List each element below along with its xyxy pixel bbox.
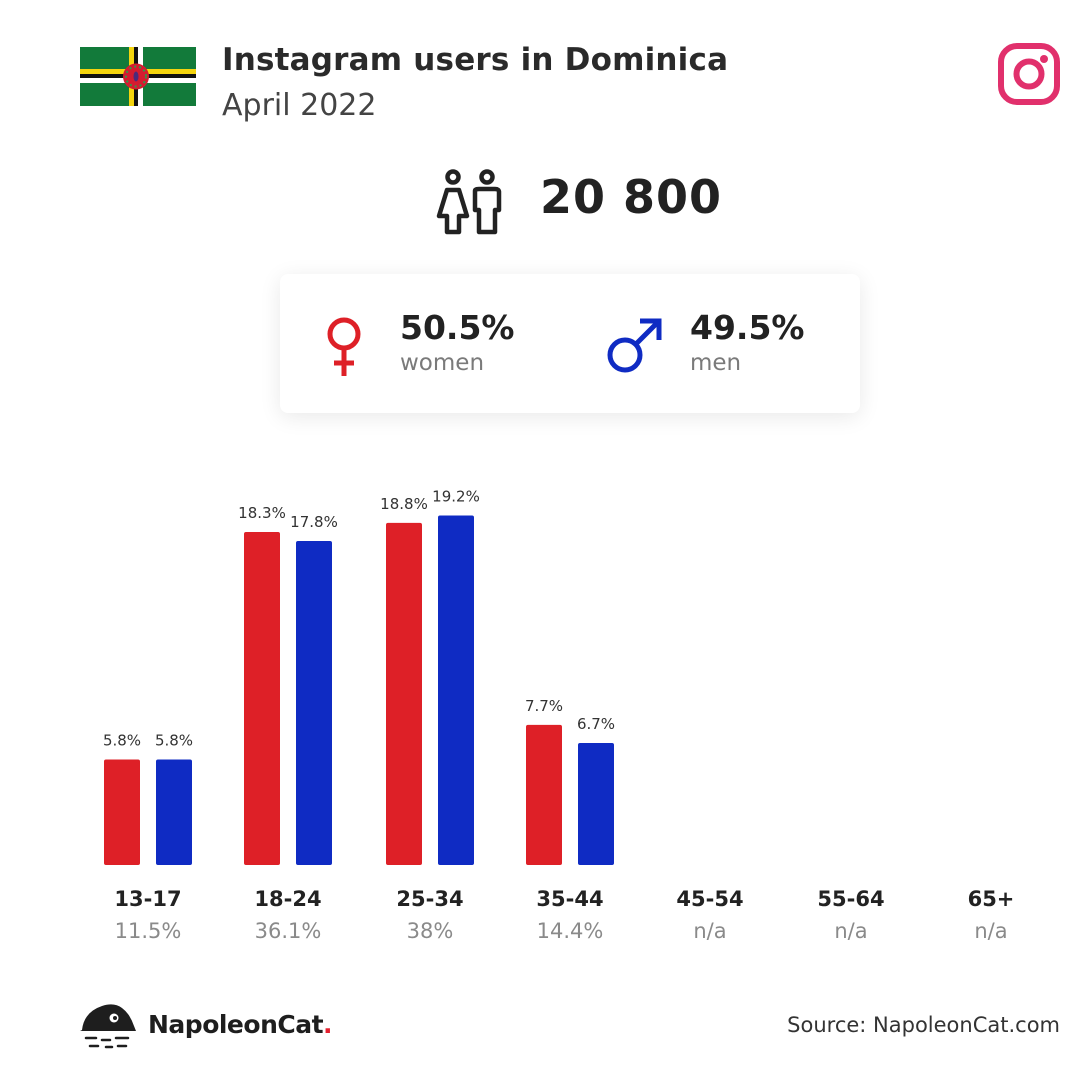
bar-men-25-34 (438, 515, 474, 865)
dominica-flag-icon (80, 47, 196, 106)
women-percent: 50.5% (400, 308, 515, 347)
category-label-65+: 65+ (968, 887, 1015, 911)
category-total-18-24: 36.1% (255, 919, 322, 943)
gender-split-card: 50.5% women 49.5% men (280, 274, 860, 413)
data-label-men-25-34: 19.2% (432, 488, 480, 506)
men-label: men (690, 350, 742, 376)
male-symbol-icon (607, 318, 662, 373)
category-label-18-24: 18-24 (254, 887, 321, 911)
brand-name: NapoleonCat. (148, 1010, 333, 1039)
category-label-13-17: 13-17 (114, 887, 181, 911)
bar-women-18-24 (244, 531, 280, 865)
category-total-45-54: n/a (693, 919, 726, 943)
category-total-55-64: n/a (834, 919, 867, 943)
data-label-men-35-44: 6.7% (577, 715, 615, 733)
female-symbol-icon (327, 317, 361, 376)
bar-men-18-24 (296, 541, 332, 865)
data-label-women-35-44: 7.7% (525, 697, 563, 715)
bar-women-25-34 (386, 522, 422, 865)
women-label: women (400, 350, 485, 376)
bar-men-35-44 (578, 743, 614, 865)
data-label-women-25-34: 18.8% (380, 495, 428, 513)
page-title: Instagram users in Dominica (222, 42, 729, 78)
bar-men-13-17 (156, 759, 192, 865)
men-percent: 49.5% (690, 308, 805, 347)
data-label-women-18-24: 18.3% (238, 504, 286, 522)
category-total-35-44: 14.4% (537, 919, 604, 943)
category-label-25-34: 25-34 (396, 887, 463, 911)
bar-women-13-17 (104, 759, 140, 865)
category-label-45-54: 45-54 (676, 887, 743, 911)
people-icon (436, 169, 502, 235)
source-credit: Source: NapoleonCat.com (787, 1013, 1060, 1037)
brand-dot: . (323, 1010, 333, 1039)
category-label-35-44: 35-44 (536, 887, 603, 911)
data-label-men-13-17: 5.8% (155, 731, 193, 749)
page-subtitle: April 2022 (222, 88, 377, 123)
bar-women-35-44 (526, 724, 562, 865)
category-total-65+: n/a (974, 919, 1007, 943)
category-total-13-17: 11.5% (115, 919, 182, 943)
category-label-55-64: 55-64 (817, 887, 884, 911)
category-total-25-34: 38% (407, 919, 454, 943)
data-label-women-13-17: 5.8% (103, 731, 141, 749)
total-users: 20 800 (540, 170, 723, 224)
data-label-men-18-24: 17.8% (290, 513, 338, 531)
napoleoncat-logo-icon (80, 1004, 136, 1049)
instagram-icon (998, 43, 1060, 105)
